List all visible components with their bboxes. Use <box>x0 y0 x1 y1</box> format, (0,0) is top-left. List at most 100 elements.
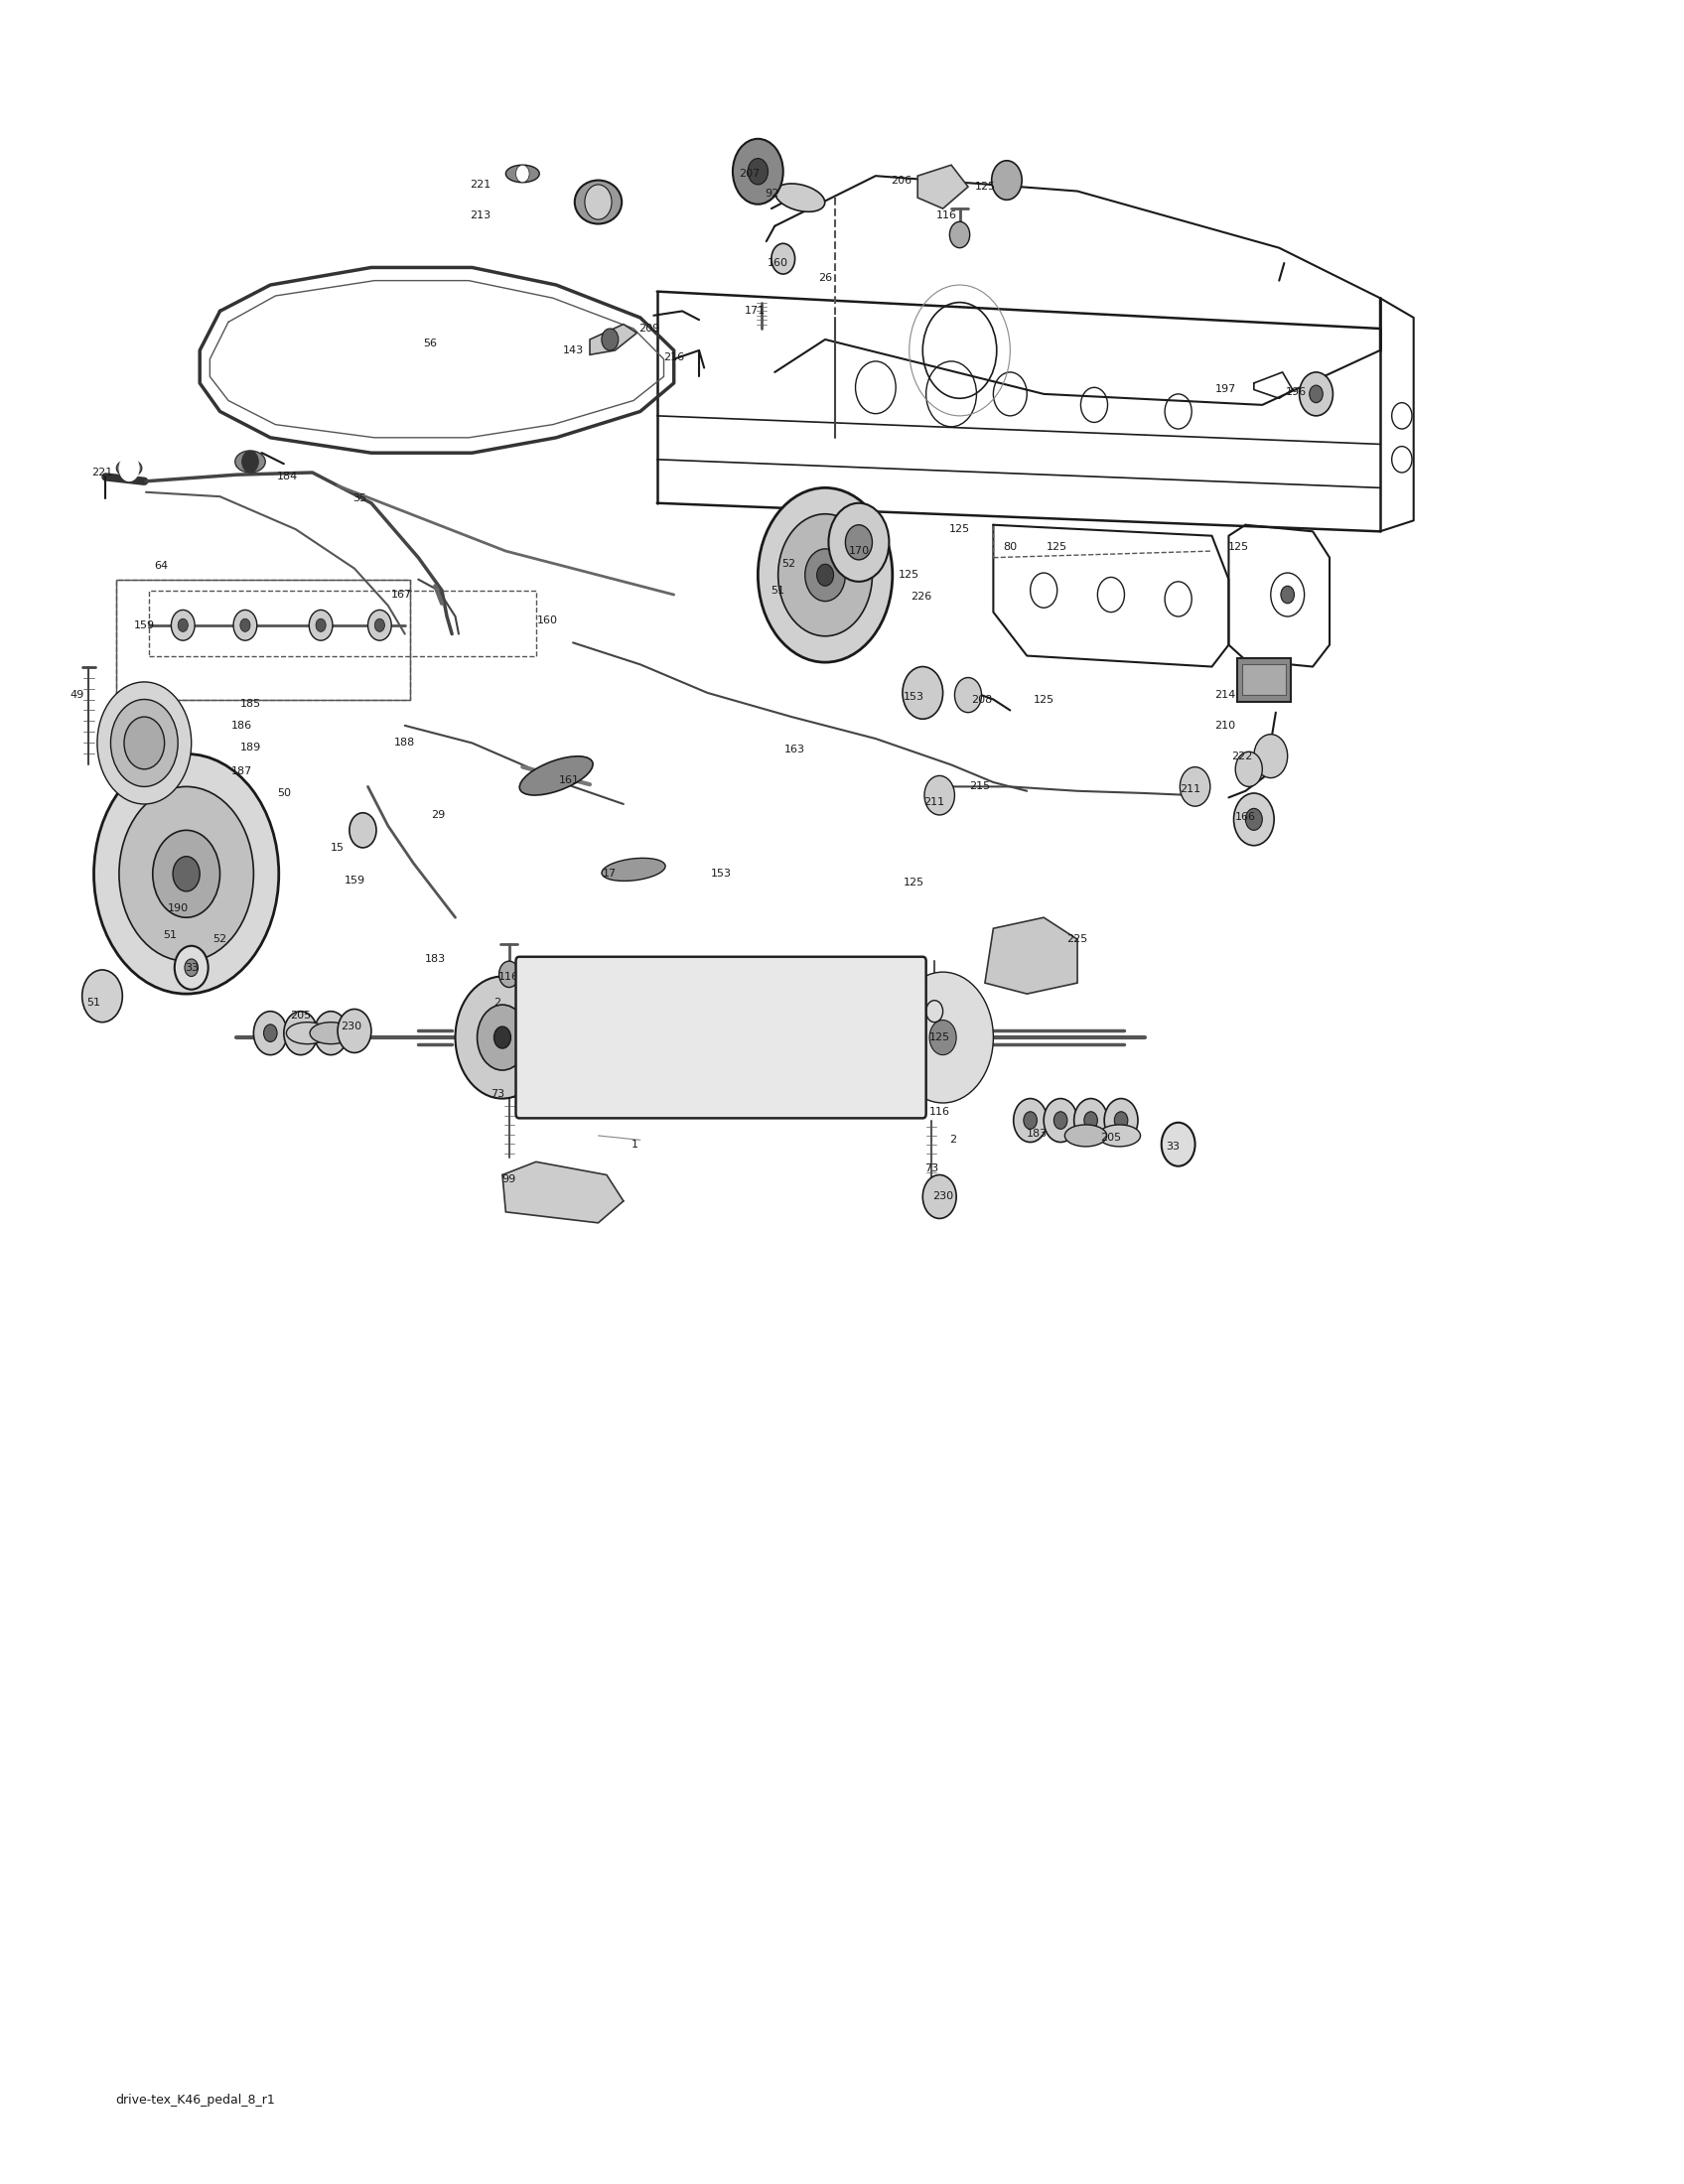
Ellipse shape <box>116 459 141 476</box>
Text: 207: 207 <box>739 168 759 179</box>
Text: 116: 116 <box>498 972 520 981</box>
Text: 230: 230 <box>340 1022 362 1031</box>
Text: 125: 125 <box>950 524 970 535</box>
Circle shape <box>1234 793 1275 845</box>
Circle shape <box>1236 751 1263 786</box>
Text: 216: 216 <box>663 352 684 363</box>
Circle shape <box>578 961 594 983</box>
Circle shape <box>679 1092 695 1114</box>
Text: 125: 125 <box>930 1033 950 1042</box>
Circle shape <box>172 609 195 640</box>
Circle shape <box>1282 585 1295 603</box>
Text: 186: 186 <box>231 721 253 729</box>
Circle shape <box>367 609 391 640</box>
Text: 190: 190 <box>167 904 189 913</box>
Circle shape <box>1162 1123 1196 1166</box>
Polygon shape <box>985 917 1078 994</box>
Circle shape <box>185 959 199 976</box>
Circle shape <box>1105 1099 1138 1142</box>
Circle shape <box>374 618 384 631</box>
Circle shape <box>94 753 280 994</box>
Circle shape <box>349 812 376 847</box>
FancyBboxPatch shape <box>515 957 926 1118</box>
Text: 51: 51 <box>163 930 177 939</box>
Text: 187: 187 <box>231 767 253 775</box>
Circle shape <box>797 1092 813 1114</box>
Text: 188: 188 <box>394 738 416 747</box>
Text: 184: 184 <box>276 472 298 483</box>
Circle shape <box>120 786 254 961</box>
Circle shape <box>955 677 982 712</box>
Text: 125: 125 <box>1047 542 1068 553</box>
Text: 211: 211 <box>925 797 945 806</box>
Circle shape <box>923 1175 957 1219</box>
Text: 35: 35 <box>352 494 367 505</box>
Text: 213: 213 <box>470 210 492 221</box>
Circle shape <box>493 1026 510 1048</box>
Bar <box>116 579 409 699</box>
Circle shape <box>771 242 795 273</box>
Bar <box>1238 657 1292 701</box>
Circle shape <box>153 830 221 917</box>
Circle shape <box>1014 1099 1047 1142</box>
Text: 205: 205 <box>1101 1133 1122 1142</box>
Circle shape <box>310 609 332 640</box>
Circle shape <box>264 1024 278 1042</box>
Circle shape <box>179 618 189 631</box>
Text: 73: 73 <box>925 1164 938 1173</box>
Text: 33: 33 <box>185 963 199 972</box>
Text: 80: 80 <box>1004 542 1017 553</box>
Text: 214: 214 <box>1214 690 1236 701</box>
Circle shape <box>1310 384 1324 402</box>
Ellipse shape <box>574 181 621 225</box>
Text: 222: 222 <box>1231 751 1253 760</box>
Text: 171: 171 <box>744 306 765 317</box>
Text: 50: 50 <box>276 788 291 797</box>
Circle shape <box>254 1011 288 1055</box>
Text: 185: 185 <box>239 699 261 708</box>
Circle shape <box>515 166 529 183</box>
Circle shape <box>797 961 813 983</box>
Text: 125: 125 <box>1228 542 1250 553</box>
Text: 225: 225 <box>1068 935 1088 943</box>
Circle shape <box>758 487 893 662</box>
Text: 163: 163 <box>785 745 805 753</box>
Text: 166: 166 <box>1234 812 1256 821</box>
Ellipse shape <box>236 450 266 472</box>
Circle shape <box>578 1092 594 1114</box>
Circle shape <box>903 666 943 719</box>
Text: 52: 52 <box>781 559 795 570</box>
Circle shape <box>1084 1112 1098 1129</box>
Circle shape <box>242 450 259 472</box>
Polygon shape <box>502 1162 623 1223</box>
Circle shape <box>1300 371 1334 415</box>
Text: 210: 210 <box>1214 721 1236 729</box>
Circle shape <box>111 699 179 786</box>
Text: 183: 183 <box>1027 1129 1047 1138</box>
Circle shape <box>285 1011 318 1055</box>
Text: 215: 215 <box>970 782 990 791</box>
Text: 92: 92 <box>765 188 778 199</box>
Circle shape <box>120 454 140 480</box>
Circle shape <box>317 618 327 631</box>
Circle shape <box>175 946 209 989</box>
Text: 196: 196 <box>1285 387 1307 397</box>
Circle shape <box>1074 1099 1108 1142</box>
Circle shape <box>1180 767 1211 806</box>
Circle shape <box>234 609 258 640</box>
Circle shape <box>930 1020 957 1055</box>
Circle shape <box>845 524 872 559</box>
Text: 26: 26 <box>818 273 832 284</box>
Circle shape <box>498 961 519 987</box>
Text: 160: 160 <box>768 258 788 269</box>
Circle shape <box>1115 1112 1128 1129</box>
Circle shape <box>315 1011 347 1055</box>
Polygon shape <box>918 166 968 210</box>
Text: 125: 125 <box>1034 695 1054 705</box>
Polygon shape <box>589 323 637 354</box>
Circle shape <box>893 972 994 1103</box>
Text: 211: 211 <box>1179 784 1201 793</box>
Text: 167: 167 <box>391 590 413 601</box>
Circle shape <box>679 961 695 983</box>
Bar <box>1243 664 1287 695</box>
